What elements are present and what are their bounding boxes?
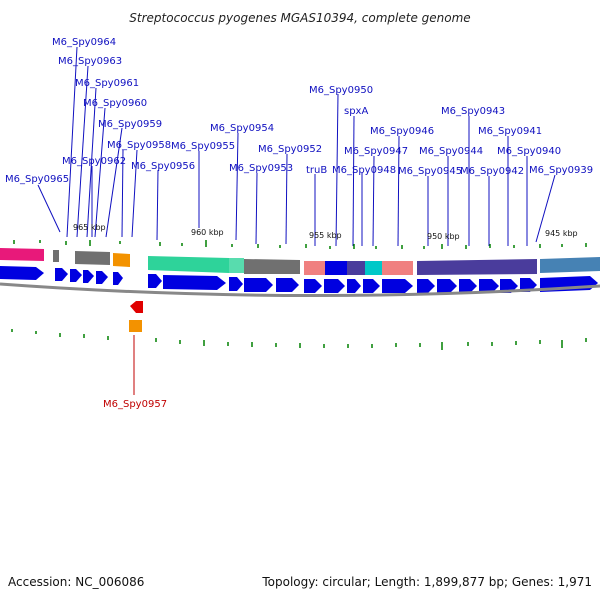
gene-label[interactable]: M6_Spy0955 <box>171 141 235 152</box>
gene-label[interactable]: M6_Spy0956 <box>131 161 195 172</box>
gene-label[interactable]: M6_Spy0947 <box>344 146 408 157</box>
cog-segment[interactable] <box>347 261 365 275</box>
gc-ticks-outer <box>13 240 587 249</box>
cog-segment[interactable] <box>75 251 110 265</box>
gene-arrow[interactable] <box>417 279 435 293</box>
gene-label[interactable]: truB <box>306 165 327 176</box>
gene-label[interactable]: M6_Spy0948 <box>332 165 396 176</box>
gene-label[interactable]: M6_Spy0964 <box>52 37 116 48</box>
gene-arrow[interactable] <box>55 268 68 281</box>
gene-arrow[interactable] <box>96 271 108 284</box>
gene-label[interactable]: M6_Spy0962 <box>62 156 126 167</box>
gene-arrow[interactable] <box>479 279 499 293</box>
cog-segment[interactable] <box>148 256 229 273</box>
gene-label[interactable]: spxA <box>344 106 368 117</box>
gene-label[interactable]: M6_Spy0943 <box>441 106 505 117</box>
highlight-gene-label[interactable]: M6_Spy0957 <box>103 399 167 410</box>
gene-label[interactable]: M6_Spy0954 <box>210 123 274 134</box>
gene-arrow[interactable] <box>459 279 477 293</box>
cog-segment[interactable] <box>53 250 59 262</box>
gene-arrow[interactable] <box>276 278 299 292</box>
cog-segment[interactable] <box>325 261 347 275</box>
gene-label[interactable]: M6_Spy0946 <box>370 126 434 137</box>
gc-ticks-inner <box>11 329 587 350</box>
gene-arrow[interactable] <box>324 279 345 293</box>
gene-label[interactable]: M6_Spy0961 <box>75 78 139 89</box>
cog-segment[interactable] <box>382 261 413 275</box>
cog-segment[interactable] <box>304 261 325 275</box>
gene-label[interactable]: M6_Spy0963 <box>58 56 122 67</box>
map-title: Streptococcus pyogenes MGAS10394, comple… <box>129 11 470 25</box>
gene-label[interactable]: M6_Spy0940 <box>497 146 561 157</box>
accession-text: Accession: NC_006086 <box>8 575 144 589</box>
gene-label[interactable]: M6_Spy0953 <box>229 163 293 174</box>
scale-label: 945 kbp <box>545 229 578 238</box>
gene-arrow[interactable] <box>0 266 44 280</box>
gene-arrow[interactable] <box>382 279 413 293</box>
gene-arrow[interactable] <box>244 278 273 292</box>
cog-segment[interactable] <box>540 257 600 273</box>
scale-label: 950 kbp <box>427 232 460 241</box>
gene-arrow[interactable] <box>363 279 380 293</box>
gene-label[interactable]: M6_Spy0960 <box>83 98 147 109</box>
cog-feature-band <box>0 248 600 275</box>
gene-label[interactable]: M6_Spy0958 <box>107 140 171 151</box>
genome-stats-text: Topology: circular; Length: 1,899,877 bp… <box>261 575 592 589</box>
gene-label[interactable]: M6_Spy0942 <box>460 166 524 177</box>
reverse-gene-cog[interactable] <box>129 320 142 332</box>
label-leader-lines <box>37 46 556 247</box>
scale-label: 955 kbp <box>309 231 342 240</box>
gene-label[interactable]: M6_Spy0952 <box>258 144 322 155</box>
gene-label[interactable]: M6_Spy0965 <box>5 174 69 185</box>
gene-arrow[interactable] <box>347 279 361 293</box>
reverse-gene-arrow[interactable] <box>130 301 143 313</box>
gene-label[interactable]: M6_Spy0950 <box>309 85 373 96</box>
gene-arrow[interactable] <box>83 270 94 283</box>
gene-label[interactable]: M6_Spy0944 <box>419 146 483 157</box>
gene-label[interactable]: M6_Spy0959 <box>98 119 162 130</box>
gene-label[interactable]: M6_Spy0941 <box>478 126 542 137</box>
gene-label[interactable]: M6_Spy0945 <box>398 166 462 177</box>
gene-arrow[interactable] <box>304 279 322 293</box>
scale-label: 960 kbp <box>191 228 224 237</box>
gene-arrow[interactable] <box>437 279 457 293</box>
cog-segment[interactable] <box>0 248 44 261</box>
gene-arrow[interactable] <box>148 274 162 288</box>
cog-segment[interactable] <box>113 253 130 267</box>
gene-label[interactable]: M6_Spy0939 <box>529 165 593 176</box>
scale-labels: 965 kbp 960 kbp 955 kbp 950 kbp 945 kbp <box>73 223 578 241</box>
gene-labels: M6_Spy0964 M6_Spy0963 M6_Spy0961 M6_Spy0… <box>5 37 593 185</box>
gene-arrow[interactable] <box>70 269 82 282</box>
cog-segment[interactable] <box>417 259 537 275</box>
cog-segment[interactable] <box>244 259 300 274</box>
cog-segment[interactable] <box>365 261 382 275</box>
scale-label: 965 kbp <box>73 223 106 232</box>
gene-arrow[interactable] <box>163 275 226 290</box>
gene-arrow[interactable] <box>229 277 243 291</box>
gene-arrow[interactable] <box>113 272 123 285</box>
cog-segment[interactable] <box>229 258 244 273</box>
genome-backbone <box>0 282 600 298</box>
